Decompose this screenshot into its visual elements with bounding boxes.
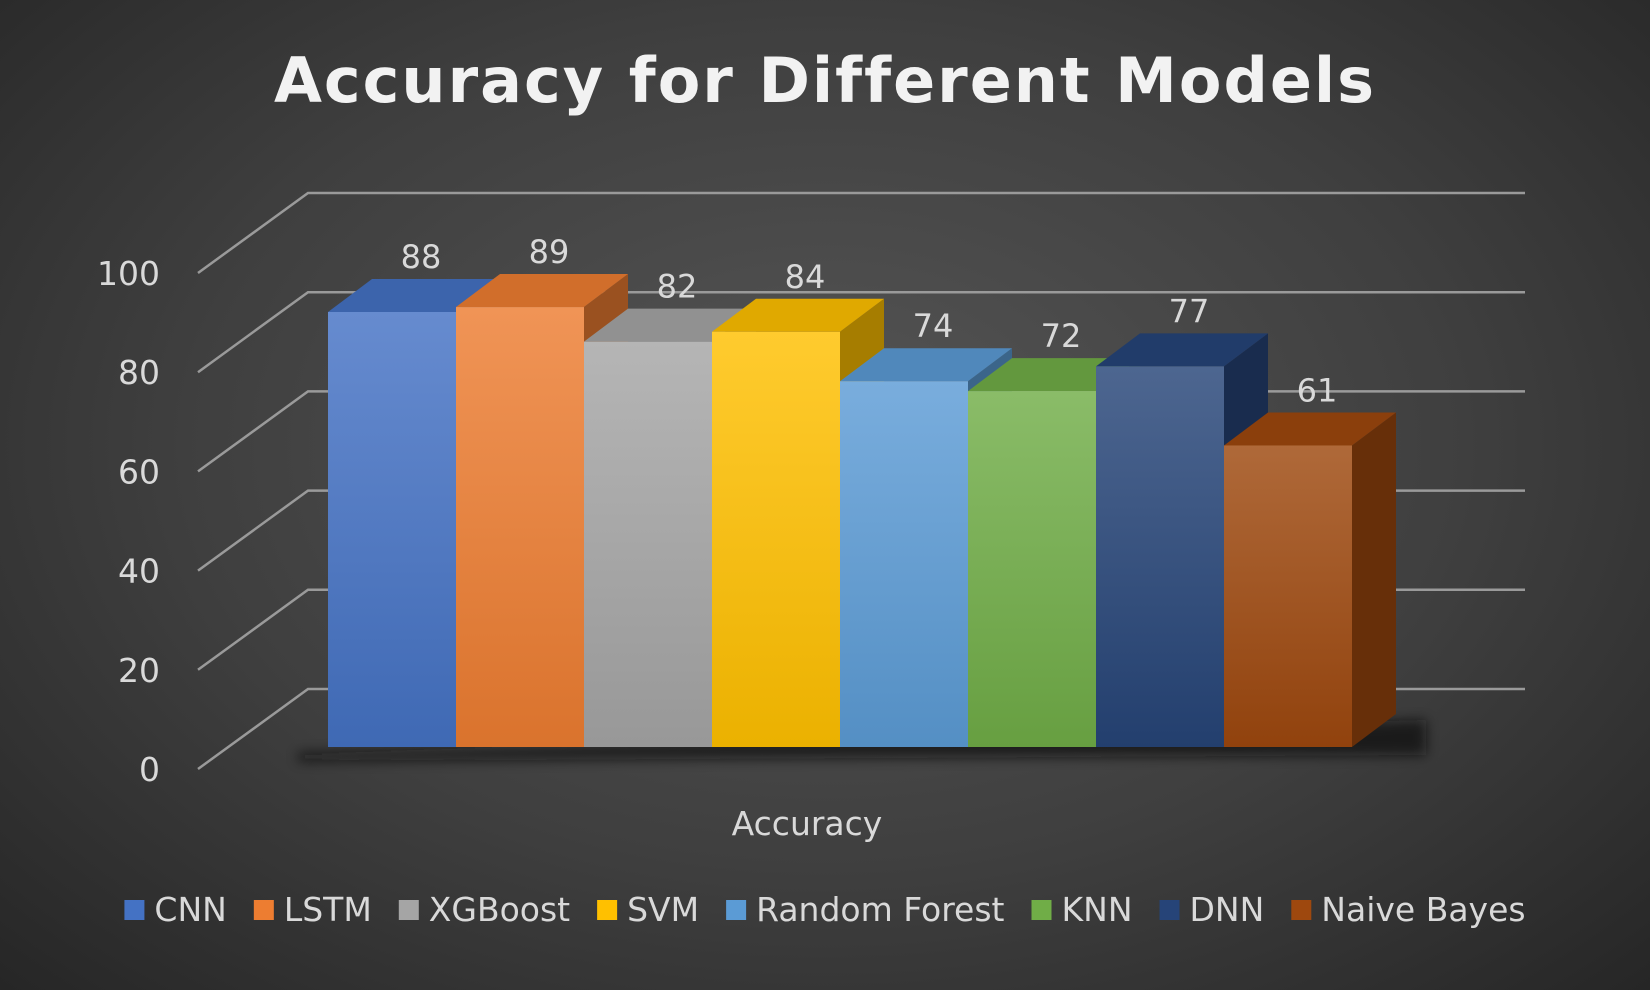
legend-swatch: [398, 900, 419, 920]
legend-item-lstm: LSTM: [253, 890, 372, 929]
chart-title: Accuracy for Different Models: [274, 44, 1376, 117]
bar-lstm: [456, 307, 584, 747]
bar-cnn: [328, 312, 456, 747]
legend-item-dnn: DNN: [1159, 890, 1265, 929]
data-label-svm: 84: [785, 258, 826, 296]
y-tick-label: 20: [118, 651, 160, 690]
y-tick-label: 40: [118, 552, 160, 591]
data-label-xgboost: 82: [657, 268, 698, 306]
x-axis-title: Accuracy: [732, 804, 883, 843]
y-tick-label: 80: [118, 353, 160, 392]
legend-label: Naive Bayes: [1321, 890, 1525, 929]
legend-item-svm: SVM: [597, 890, 699, 929]
data-label-random-forest: 74: [913, 307, 954, 345]
legend-label: Random Forest: [756, 890, 1004, 929]
legend-item-random-forest: Random Forest: [726, 890, 1005, 929]
legend-swatch: [726, 900, 747, 920]
data-label-naive-bayes: 61: [1297, 371, 1338, 409]
bars: [298, 274, 1426, 761]
bar-top-svm: [712, 298, 884, 332]
bar-top-random-forest: [840, 348, 1012, 382]
data-label-cnn: 88: [401, 238, 442, 276]
bar-top-cnn: [328, 279, 500, 312]
bar-knn: [968, 391, 1096, 747]
legend-label: SVM: [627, 890, 699, 929]
data-label-knn: 72: [1041, 317, 1082, 355]
data-label-dnn: 77: [1169, 292, 1210, 330]
legend-item-naive-bayes: Naive Bayes: [1291, 890, 1526, 929]
data-labels: 88 89 82 84 74 72 77 61: [401, 233, 1338, 409]
bar-xgboost: [584, 341, 712, 747]
bar-top-dnn: [1096, 333, 1268, 367]
legend-label: CNN: [154, 890, 226, 929]
legend-swatch: [597, 900, 618, 920]
legend-label: LSTM: [284, 890, 372, 929]
y-tick-label: 0: [139, 750, 160, 789]
bar-top-lstm: [456, 274, 628, 308]
bar-dnn: [1096, 366, 1224, 747]
legend-swatch: [1031, 900, 1052, 920]
legend-item-cnn: CNN: [124, 890, 227, 929]
bar-side-naive-bayes: [1352, 412, 1396, 747]
bar-top-naive-bayes: [1224, 412, 1396, 446]
y-axis-ticks: 0 20 40 60 80 100: [97, 254, 160, 789]
bar-svm: [712, 331, 840, 747]
legend-label: KNN: [1062, 890, 1133, 929]
legend-label: DNN: [1190, 890, 1265, 929]
legend-swatch: [124, 900, 145, 920]
gridline-80: [197, 290, 1525, 374]
legend-swatch: [253, 900, 274, 920]
legend-item-xgboost: XGBoost: [398, 890, 570, 929]
gridline-100: [197, 191, 1525, 275]
bar-naive-bayes: [1224, 445, 1352, 747]
legend-swatch: [1291, 900, 1312, 920]
y-tick-label: 60: [118, 452, 160, 491]
bar-random-forest: [840, 381, 968, 747]
legend: CNN LSTM XGBoost SVM Random Forest KNN DNN Naiv…: [124, 890, 1526, 929]
legend-swatch: [1159, 900, 1180, 920]
y-tick-label: 100: [97, 254, 160, 293]
data-label-lstm: 89: [529, 233, 570, 271]
legend-item-knn: KNN: [1031, 890, 1133, 929]
legend-label: XGBoost: [429, 890, 570, 929]
